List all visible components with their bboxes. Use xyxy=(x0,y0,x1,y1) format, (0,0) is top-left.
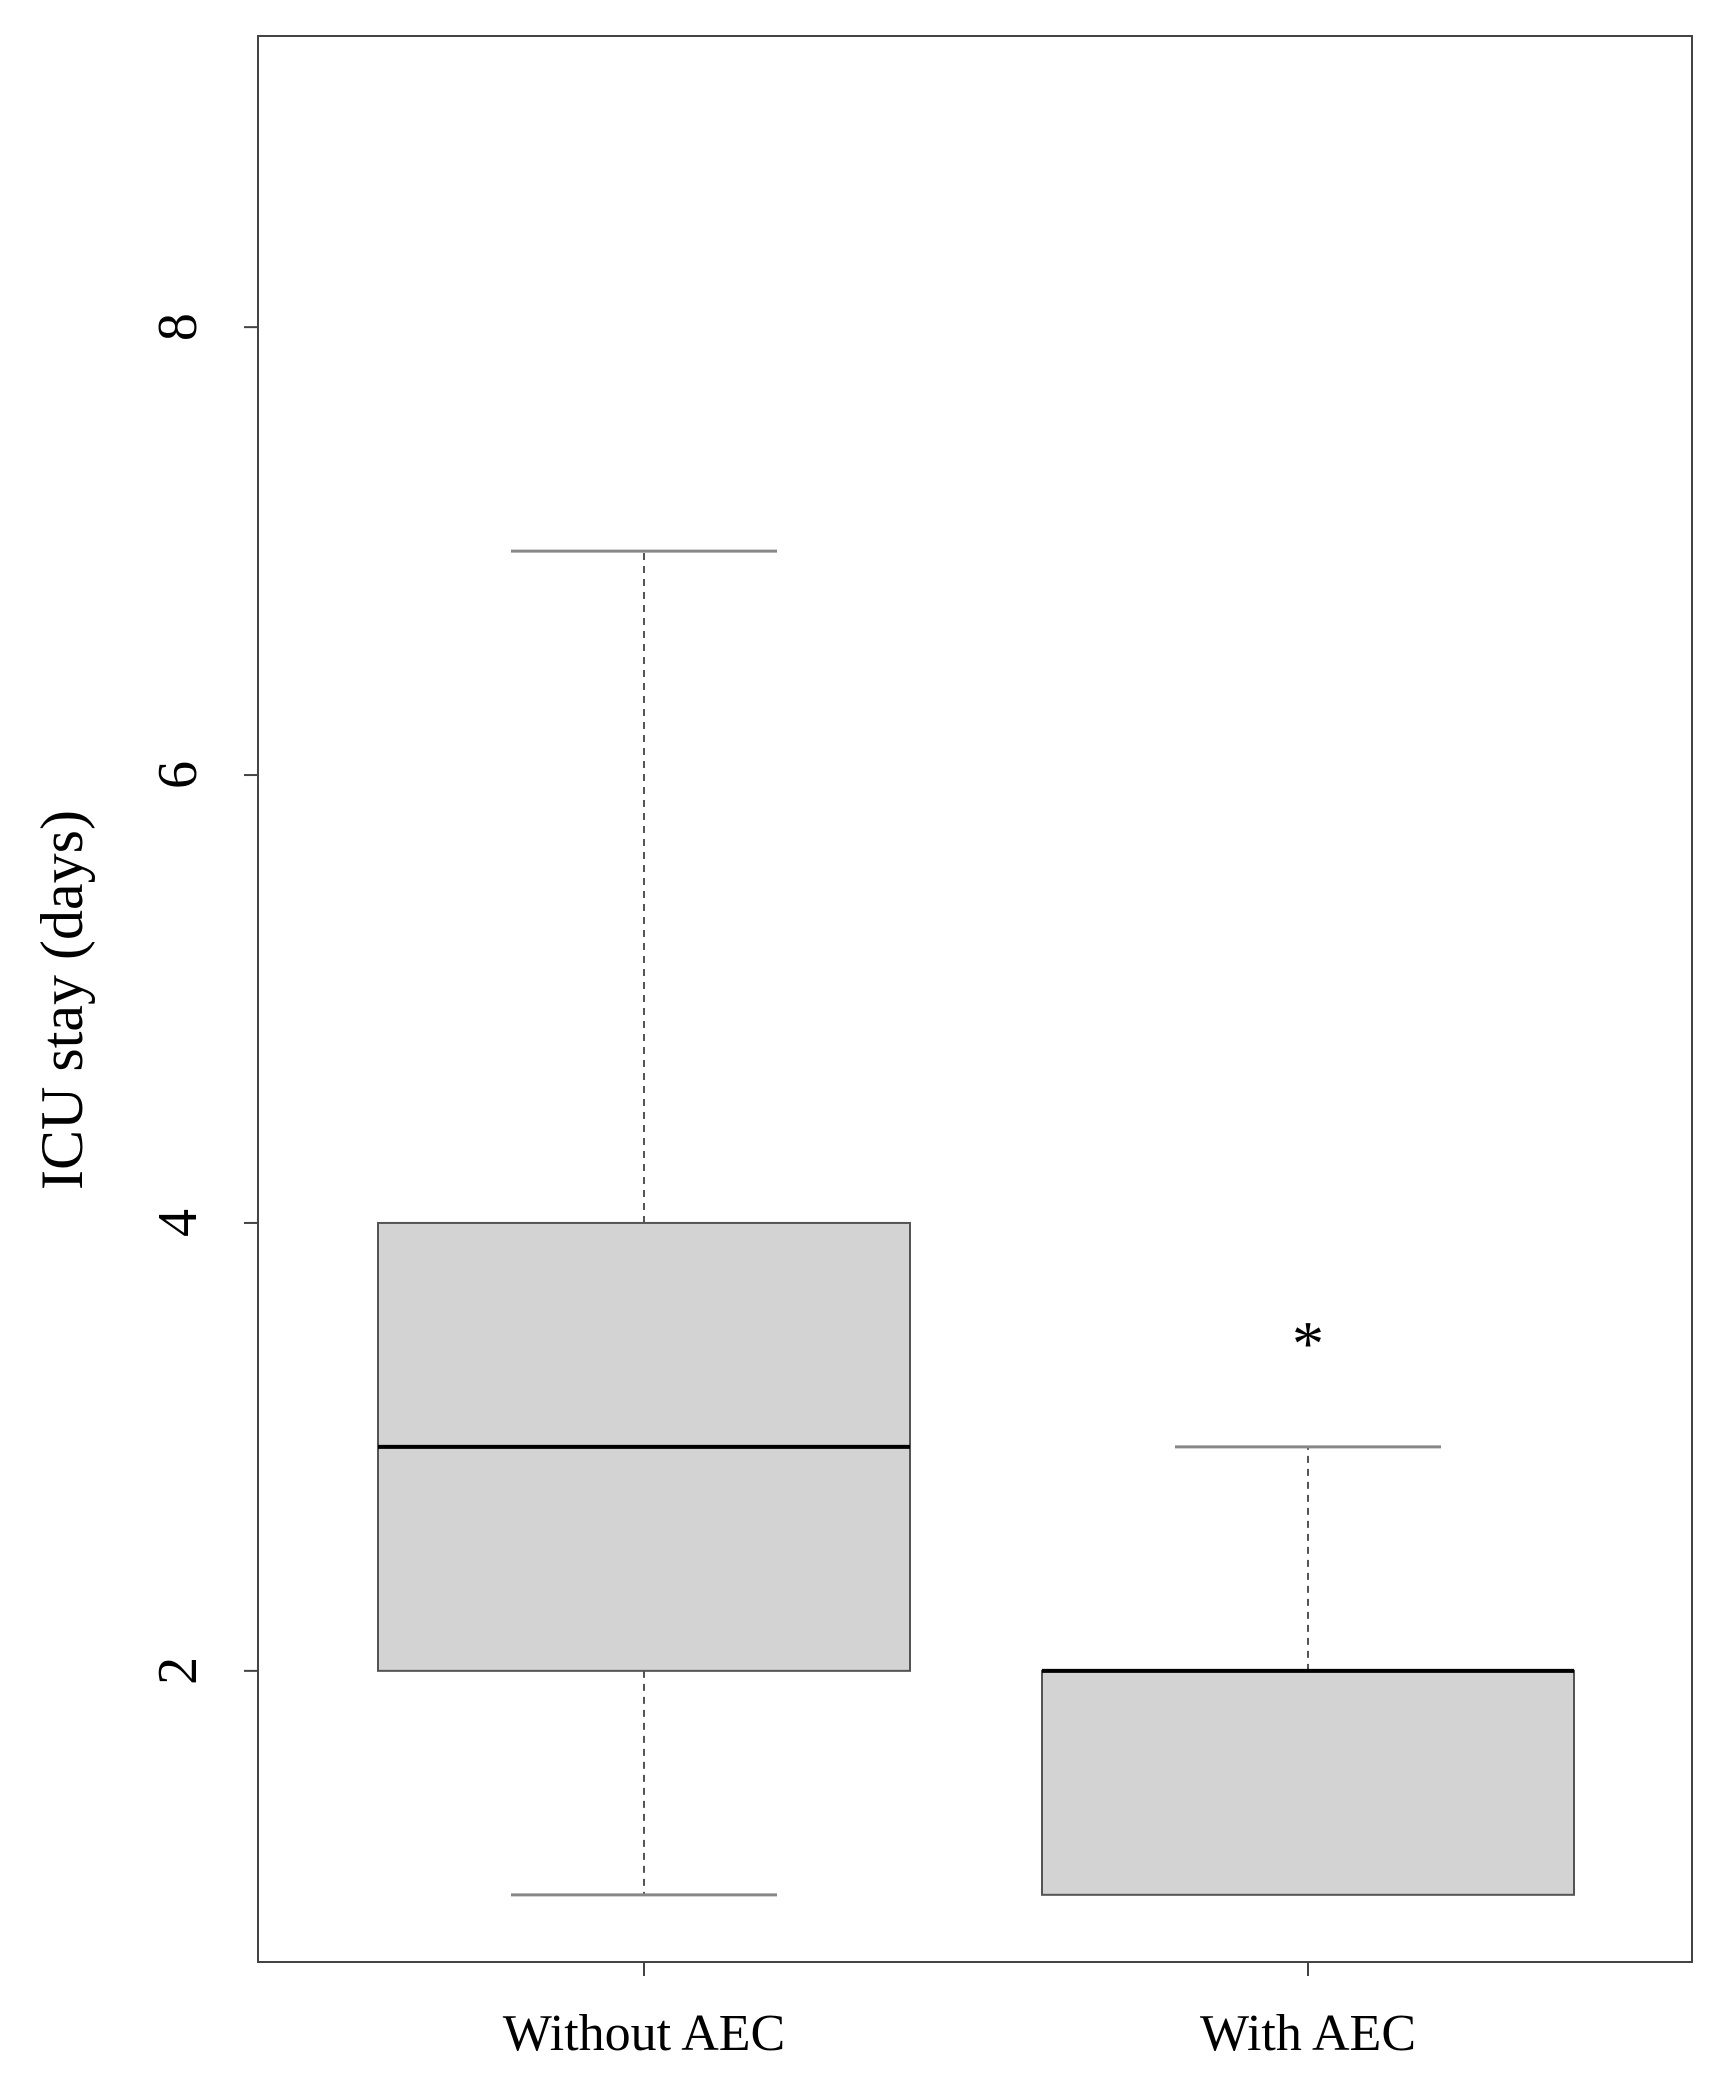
annotation-layer: * xyxy=(1292,1308,1324,1379)
y-tick-label-6: 6 xyxy=(147,761,209,789)
y-tick-label-2: 2 xyxy=(147,1657,209,1685)
y-axis-label: ICU stay (days) xyxy=(29,810,95,1190)
y-tick-label-8: 8 xyxy=(147,313,209,341)
x-tick-label-1: With AEC xyxy=(1200,2005,1416,2062)
annotation-asterisk: * xyxy=(1292,1308,1324,1379)
plot-frame xyxy=(257,35,1693,1963)
box-0 xyxy=(377,549,911,1897)
x-axis: Without AEC With AEC xyxy=(503,1962,1416,2062)
x-tick-label-0: Without AEC xyxy=(503,2005,785,2062)
box-1 xyxy=(1041,1445,1575,1896)
iqr-box-1 xyxy=(1041,1669,1575,1896)
y-axis: 2 4 6 8 xyxy=(147,313,258,1685)
y-tick-label-4: 4 xyxy=(147,1209,209,1237)
box-series xyxy=(377,549,1575,1897)
